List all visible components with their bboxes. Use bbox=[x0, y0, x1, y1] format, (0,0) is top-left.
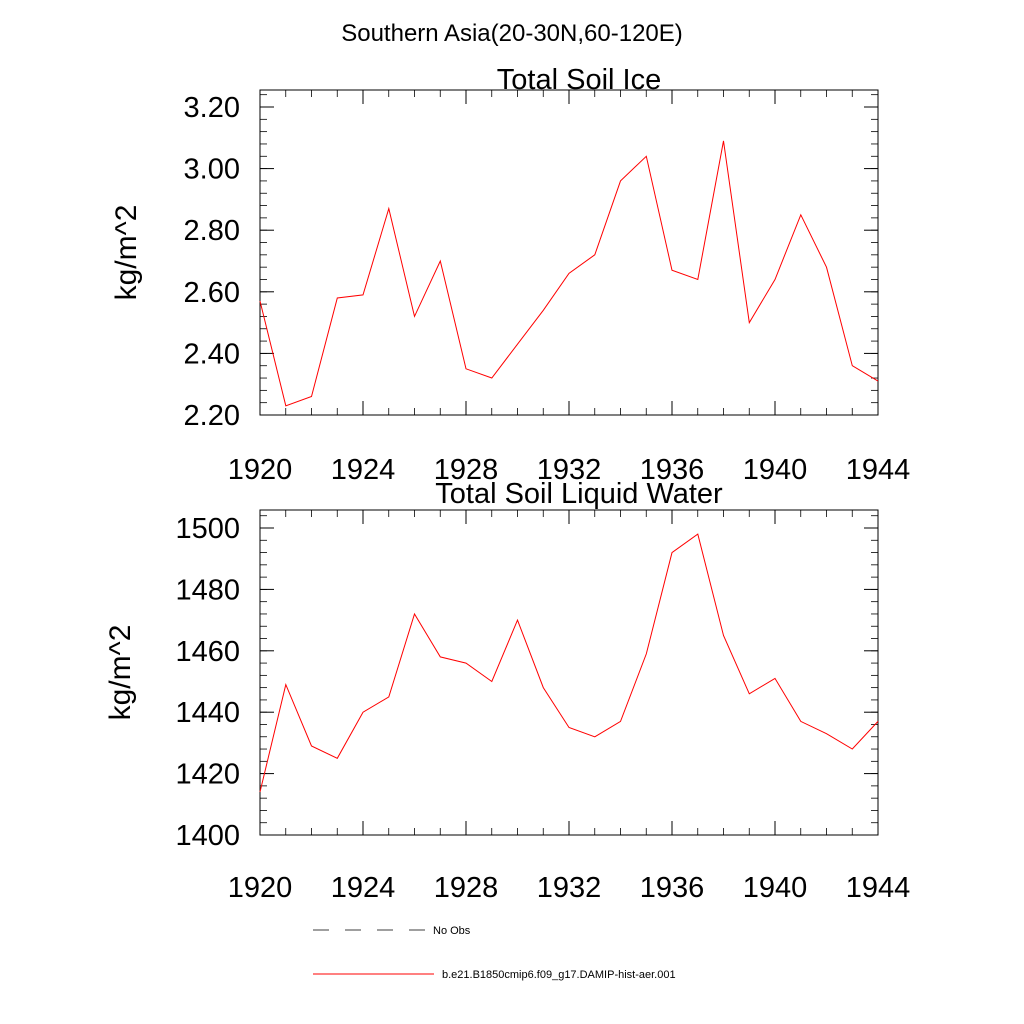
chart-1-y-tick-label: 1440 bbox=[175, 697, 240, 729]
chart-0-x-tick-label: 1936 bbox=[640, 454, 705, 486]
chart-0-x-tick-label: 1932 bbox=[537, 454, 602, 486]
chart-1-x-tick-label: 1932 bbox=[537, 872, 602, 904]
chart-0-y-tick-label: 2.40 bbox=[184, 338, 240, 370]
chart-0-title: Total Soil Ice bbox=[497, 64, 661, 96]
chart-1-x-tick-label: 1924 bbox=[331, 872, 396, 904]
legend-label-model: b.e21.B1850cmip6.f09_g17.DAMIP-hist-aer.… bbox=[442, 969, 676, 981]
legend-label-no-obs: No Obs bbox=[433, 925, 471, 937]
chart-1-y-tick-label: 1500 bbox=[175, 513, 240, 545]
chart-1-y-axis-label: kg/m^2 bbox=[104, 625, 137, 721]
chart-0-x-tick-label: 1920 bbox=[228, 454, 293, 486]
chart-0-y-axis-label: kg/m^2 bbox=[110, 205, 143, 301]
chart-1-plot-frame bbox=[259, 509, 879, 836]
chart-0-y-tick-label: 2.20 bbox=[184, 400, 240, 432]
chart-0-x-tick-label: 1940 bbox=[743, 454, 808, 486]
chart-1-series-line bbox=[259, 533, 879, 793]
chart-1-x-tick-label: 1940 bbox=[743, 872, 808, 904]
chart-1-x-tick-label: 1944 bbox=[846, 872, 911, 904]
chart-1-y-tick-label: 1400 bbox=[175, 820, 240, 852]
chart-1-title: Total Soil Liquid Water bbox=[435, 478, 723, 510]
chart-1-x-tick-label: 1936 bbox=[640, 872, 705, 904]
chart-1-y-tick-label: 1460 bbox=[175, 636, 240, 668]
chart-total-soil-liquid-water: Total Soil Liquid Water 1920 1924 1928 1932 1… bbox=[104, 478, 910, 904]
chart-0-y-tick-label: 3.20 bbox=[184, 92, 240, 124]
chart-1-y-tick-label: 1420 bbox=[175, 759, 240, 791]
chart-0-y-tick-label: 2.80 bbox=[184, 215, 240, 247]
chart-0-series-line bbox=[259, 140, 879, 407]
chart-0-x-tick-label: 1928 bbox=[434, 454, 499, 486]
chart-0-x-tick-label: 1944 bbox=[846, 454, 911, 486]
figure-title: Southern Asia(20-30N,60-120E) bbox=[341, 20, 683, 47]
chart-total-soil-ice: Total Soil Ice 1920 1924 1928 1932 1936 1940 19… bbox=[110, 64, 910, 486]
chart-1-y-tick-label: 1480 bbox=[175, 574, 240, 606]
legend: No Obs b.e21.B1850cmip6.f09_g17.DAMIP-hi… bbox=[313, 925, 676, 981]
chart-0-y-tick-label: 2.60 bbox=[184, 277, 240, 309]
chart-1-x-tick-label: 1928 bbox=[434, 872, 499, 904]
chart-1-x-tick-label: 1920 bbox=[228, 872, 293, 904]
chart-0-x-tick-label: 1924 bbox=[331, 454, 396, 486]
chart-0-y-tick-label: 3.00 bbox=[184, 154, 240, 186]
